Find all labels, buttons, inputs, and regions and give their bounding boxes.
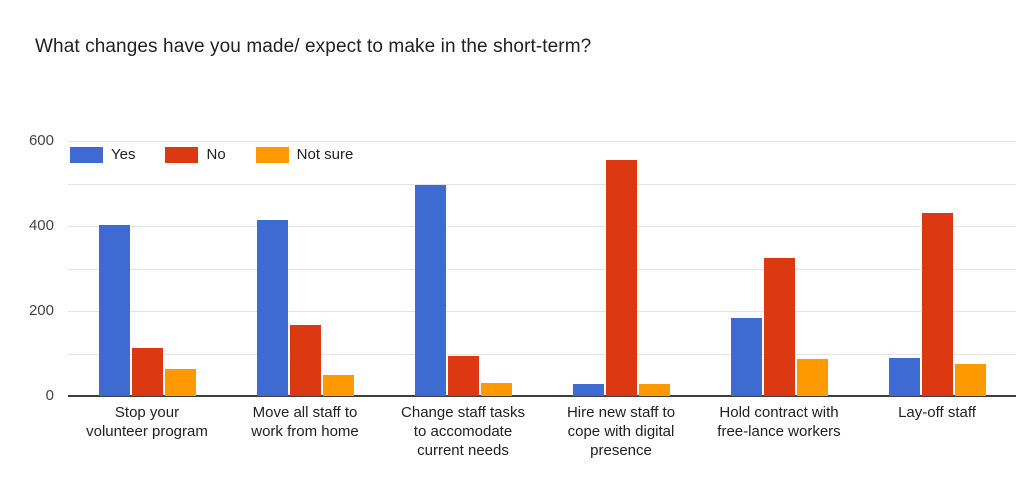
bar-yes-group6[interactable] bbox=[888, 357, 920, 396]
legend-label: Yes bbox=[111, 146, 136, 163]
legend-label: No bbox=[206, 146, 226, 163]
x-axis-label-line: presence bbox=[590, 442, 652, 459]
bar-yes-group2[interactable] bbox=[256, 219, 288, 396]
gridline-300 bbox=[68, 268, 1016, 270]
x-axis-label-line: Move all staff to bbox=[252, 404, 358, 421]
bar-no-group1[interactable] bbox=[131, 347, 163, 396]
legend-item-no: No bbox=[165, 146, 226, 163]
y-axis-tick-400: 400 bbox=[28, 217, 54, 234]
bar-not-sure-group5[interactable] bbox=[796, 359, 828, 396]
x-axis-label-6: Lay-off staff bbox=[858, 403, 1016, 422]
x-axis-label-line: work from home bbox=[251, 423, 359, 440]
y-axis-tick-600: 600 bbox=[28, 132, 54, 149]
legend-swatch-icon bbox=[70, 147, 103, 163]
x-axis-label-line: Lay-off staff bbox=[898, 404, 976, 421]
bar-not-sure-group4[interactable] bbox=[638, 384, 670, 396]
legend-label: Not sure bbox=[296, 146, 354, 163]
gridline-100 bbox=[68, 353, 1016, 355]
x-axis-label-line: cope with digital bbox=[567, 423, 675, 440]
gridline-500 bbox=[68, 183, 1016, 185]
x-axis-baseline bbox=[68, 395, 1016, 397]
x-axis-label-line: current needs bbox=[417, 442, 509, 459]
legend-item-not-sure: Not sure bbox=[255, 146, 354, 163]
bar-no-group5[interactable] bbox=[763, 257, 795, 396]
gridline-200 bbox=[68, 311, 1016, 312]
bar-no-group3[interactable] bbox=[447, 355, 479, 396]
x-axis-label-line: volunteer program bbox=[86, 423, 208, 440]
x-axis-label-line: Hold contract with bbox=[719, 404, 839, 421]
bar-yes-group4[interactable] bbox=[572, 384, 604, 396]
bar-yes-group3[interactable] bbox=[414, 184, 446, 396]
x-axis-label-5: Hold contract with free-lance workers bbox=[700, 403, 858, 441]
bar-no-group4[interactable] bbox=[605, 160, 637, 396]
x-axis-label-line: free-lance workers bbox=[717, 423, 841, 440]
bar-not-sure-group3[interactable] bbox=[480, 382, 512, 396]
x-axis-label-1: Stop your volunteer program bbox=[68, 403, 226, 441]
bar-not-sure-group2[interactable] bbox=[322, 374, 354, 396]
legend-swatch-icon bbox=[165, 147, 199, 163]
legend-swatch-icon bbox=[255, 147, 289, 163]
bar-not-sure-group1[interactable] bbox=[164, 369, 196, 396]
x-axis-label-3: Change staff tasks to accomodate current n… bbox=[384, 403, 542, 460]
chart-title: What changes have you made/ expect to ma… bbox=[35, 36, 592, 57]
bar-no-group2[interactable] bbox=[289, 324, 321, 396]
gridline-400 bbox=[68, 226, 1016, 227]
x-axis-label-line: Stop your bbox=[114, 404, 180, 421]
bar-yes-group1[interactable] bbox=[98, 225, 130, 396]
y-axis-tick-200: 200 bbox=[28, 302, 54, 319]
bar-not-sure-group6[interactable] bbox=[954, 363, 986, 396]
bar-yes-group5[interactable] bbox=[730, 317, 762, 396]
legend-item-yes: Yes bbox=[70, 147, 135, 163]
x-axis-label-line: to accomodate bbox=[413, 423, 513, 440]
x-axis-label-4: Hire new staff to cope with digital presen… bbox=[542, 403, 700, 460]
gridline-600 bbox=[68, 141, 1016, 142]
x-axis-label-line: Hire new staff to bbox=[566, 404, 676, 421]
x-axis-label-2: Move all staff to work from home bbox=[226, 403, 384, 441]
y-axis-tick-0: 0 bbox=[45, 387, 54, 404]
x-axis-label-line: Change staff tasks bbox=[401, 404, 525, 421]
chart-legend: Yes No Not sure bbox=[70, 147, 383, 163]
bar-no-group6[interactable] bbox=[921, 213, 953, 396]
